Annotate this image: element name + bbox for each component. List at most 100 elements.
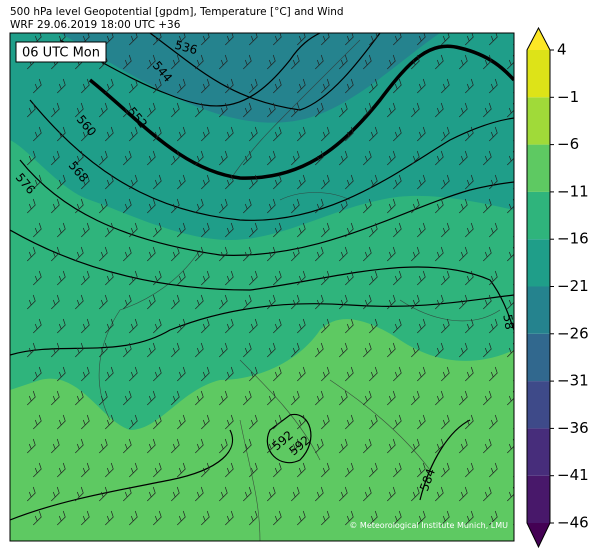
wind-barb — [243, 438, 252, 454]
wind-barb — [249, 126, 258, 142]
wind-barb — [345, 414, 354, 430]
isohypse — [10, 294, 514, 356]
wind-barb — [369, 414, 378, 430]
wind-barb — [435, 198, 444, 214]
isohypse — [10, 229, 514, 331]
wind-barb — [129, 462, 138, 478]
wind-barb — [489, 318, 498, 334]
wind-barb — [147, 390, 156, 406]
wind-barb — [483, 150, 492, 166]
wind-barb — [195, 246, 204, 262]
colorbar-band — [527, 239, 550, 287]
wind-barb — [393, 318, 402, 334]
wind-barb — [441, 462, 450, 478]
wind-barb — [201, 174, 210, 190]
time-label: 06 UTC Mon — [22, 46, 100, 61]
contour-label: 536 — [173, 38, 199, 57]
wind-barb — [99, 102, 108, 118]
wind-barb — [195, 390, 204, 406]
wind-barb — [249, 462, 258, 478]
wind-barb — [297, 414, 306, 430]
wind-barb — [267, 486, 276, 502]
wind-barb — [465, 414, 474, 430]
wind-barb — [201, 318, 210, 334]
wind-barb — [363, 342, 372, 358]
wind-barb — [363, 438, 372, 454]
wind-barb — [105, 462, 114, 478]
wind-barb — [297, 510, 306, 526]
wind-barb — [339, 342, 348, 358]
wind-barb — [291, 486, 300, 502]
wind-barb — [345, 462, 354, 478]
header-subtitle: WRF 29.06.2019 18:00 UTC +36 — [10, 19, 181, 31]
wind-barb — [81, 510, 90, 526]
wind-barb — [195, 54, 204, 70]
wind-barb — [33, 270, 42, 286]
colorbar-tick-label: −1 — [557, 88, 579, 106]
wind-barb — [33, 462, 42, 478]
wind-barb — [33, 318, 42, 334]
wind-barb — [249, 510, 258, 526]
wind-barb — [489, 414, 498, 430]
wind-barb — [369, 510, 378, 526]
wind-barb — [363, 102, 372, 118]
wind-barb — [129, 33, 138, 46]
contour-label: 58 — [500, 313, 516, 330]
wind-barb — [297, 78, 306, 94]
wind-barb — [129, 78, 138, 94]
wind-barb — [195, 150, 204, 166]
wind-barb — [345, 270, 354, 286]
wind-barb — [267, 102, 276, 118]
wind-barb — [201, 414, 210, 430]
colorbar-extend-high — [527, 28, 550, 50]
colorbar-band — [527, 144, 550, 192]
wind-barb — [273, 510, 282, 526]
wind-barb — [459, 294, 468, 310]
wind-barb — [99, 246, 108, 262]
wind-barb — [249, 270, 258, 286]
wind-barb — [171, 198, 180, 214]
wind-barb — [369, 462, 378, 478]
wind-barb — [273, 78, 282, 94]
wind-barb — [267, 150, 276, 166]
wind-barb — [441, 510, 450, 526]
wind-barb — [225, 462, 234, 478]
colorbar-tick-label: −31 — [557, 372, 589, 390]
wind-barb — [393, 222, 402, 238]
wind-barb — [393, 510, 402, 526]
wind-barb — [51, 390, 60, 406]
wind-barb — [345, 318, 354, 334]
wind-barb — [369, 126, 378, 142]
wind-barb — [201, 462, 210, 478]
wind-barb — [153, 126, 162, 142]
wind-barb — [105, 174, 114, 190]
wind-barb — [225, 222, 234, 238]
wind-barb — [417, 126, 426, 142]
wind-barb — [297, 366, 306, 382]
wind-barb — [129, 174, 138, 190]
wind-barb — [297, 126, 306, 142]
wind-barb — [417, 414, 426, 430]
wind-barb — [225, 174, 234, 190]
wind-barb — [465, 366, 474, 382]
wind-barb — [105, 414, 114, 430]
wind-barb — [315, 438, 324, 454]
wind-barb — [321, 462, 330, 478]
wind-barb — [81, 366, 90, 382]
wind-barb — [219, 198, 228, 214]
colorbar-tick-label: 4 — [557, 41, 567, 59]
wind-barb — [225, 78, 234, 94]
header-title: 500 hPa level Geopotential [gpdm], Tempe… — [10, 6, 344, 18]
wind-barb — [339, 486, 348, 502]
wind-barb — [393, 366, 402, 382]
wind-barb — [171, 102, 180, 118]
wind-barb — [123, 198, 132, 214]
wind-barb — [339, 294, 348, 310]
wind-barb — [75, 198, 84, 214]
wind-barb — [411, 390, 420, 406]
wind-barb — [51, 294, 60, 310]
wind-barb — [177, 222, 186, 238]
wind-barb — [441, 318, 450, 334]
wind-barb — [147, 294, 156, 310]
wind-barb — [441, 78, 450, 94]
